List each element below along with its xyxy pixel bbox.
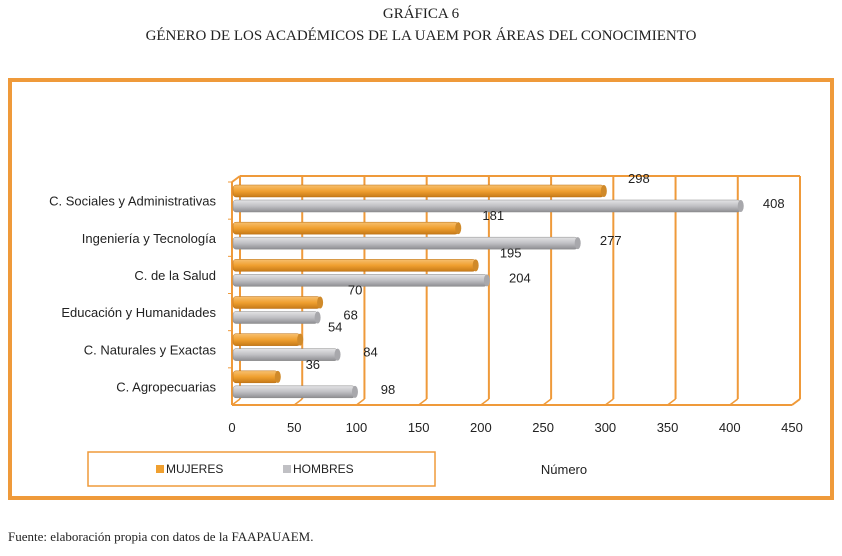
data-label: 298 (628, 171, 650, 186)
data-label: 181 (482, 208, 504, 223)
legend-swatch-hombres (283, 465, 291, 473)
bar-cap (455, 222, 462, 235)
x-axis-title: Número (541, 462, 587, 477)
category-label: C. Naturales y Exactas (84, 342, 217, 357)
chart-subtitle: GÉNERO DE LOS ACADÉMICOS DE LA UAEM POR … (145, 28, 697, 44)
bar-cap (334, 348, 341, 361)
data-label: 204 (509, 270, 531, 285)
x-tick-label: 250 (532, 420, 554, 435)
legend-label-hombres: HOMBRES (293, 462, 354, 476)
bar-mujeres (232, 221, 459, 235)
data-label: 84 (363, 345, 377, 360)
data-label: 277 (600, 233, 622, 248)
x-tick-label: 0 (228, 420, 235, 435)
x-tick-label: 350 (657, 420, 679, 435)
bar-mujeres (232, 184, 605, 198)
data-label: 98 (381, 382, 395, 397)
data-label: 70 (348, 283, 362, 298)
data-label: 195 (500, 245, 522, 260)
category-label: Ingeniería y Tecnología (82, 231, 217, 246)
data-label: 54 (328, 320, 342, 335)
wall-edge (231, 175, 241, 183)
bar-cap (600, 185, 607, 197)
bar-cap (297, 333, 304, 346)
floor-edge (791, 398, 801, 406)
bar-cap (472, 259, 479, 272)
x-tick-label: 50 (287, 420, 301, 435)
bar-cap (351, 385, 358, 398)
category-label: C. Sociales y Administrativas (49, 194, 216, 209)
x-tick-label: 300 (594, 420, 616, 435)
x-tick-label: 150 (408, 420, 430, 435)
bar-cap (314, 311, 321, 324)
data-label: 408 (763, 196, 785, 211)
x-tick-label: 100 (346, 420, 368, 435)
bar-cap (737, 200, 744, 212)
category-label: Educación y Humanidades (61, 305, 216, 320)
x-tick-label: 400 (719, 420, 741, 435)
bar-cap (483, 274, 490, 287)
bar-hombres (232, 348, 338, 361)
bar-hombres (232, 311, 318, 324)
category-label: C. Agropecuarias (116, 379, 216, 394)
bar-cap (317, 296, 324, 309)
bar-hombres (232, 236, 578, 250)
chart: 0 50 100 150 200 250 300 350 400 450 C. Sociales y… (8, 78, 834, 500)
bar-hombres (232, 385, 356, 399)
chart-title: GRÁFICA 6 (382, 6, 460, 22)
data-label: 36 (306, 357, 320, 372)
bar-mujeres (232, 370, 279, 384)
category-label: C. de la Salud (134, 268, 216, 283)
data-label: 68 (343, 308, 357, 323)
x-tick-label: 200 (470, 420, 492, 435)
legend-swatch-mujeres (156, 465, 164, 473)
bar-cap (274, 370, 281, 383)
x-tick-label: 450 (781, 420, 803, 435)
bar-cap (574, 237, 581, 250)
bar-mujeres (232, 296, 321, 309)
source-note: Fuente: elaboración propia con datos de … (8, 529, 314, 544)
chart-frame (8, 78, 834, 500)
bar-mujeres (232, 259, 476, 272)
bar-mujeres (232, 333, 301, 346)
legend (87, 451, 436, 487)
legend-label-mujeres: MUJERES (166, 462, 223, 476)
